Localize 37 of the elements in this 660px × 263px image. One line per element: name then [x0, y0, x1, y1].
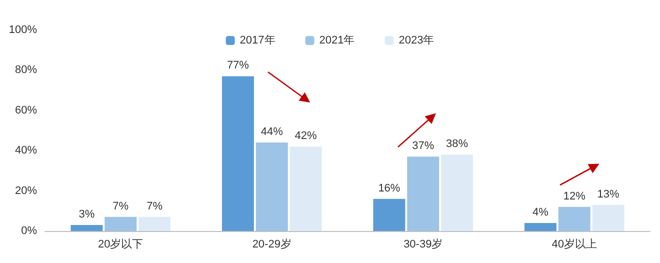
- y-tick-label: 80%: [14, 64, 38, 76]
- x-tick-label: 20-29岁: [252, 238, 292, 250]
- bar: [441, 154, 474, 231]
- y-tick-label: 40%: [14, 144, 38, 157]
- bar: [70, 224, 103, 231]
- y-tick-label: 0%: [21, 225, 38, 237]
- bar: [524, 222, 556, 231]
- bar: [407, 156, 440, 231]
- x-tick-label: 40岁以上: [552, 238, 597, 250]
- data-label: 77%: [226, 60, 250, 72]
- bar: [373, 198, 406, 231]
- x-tick-label: 20岁以下: [98, 238, 144, 250]
- bar: [558, 206, 590, 231]
- data-label: 13%: [597, 188, 620, 200]
- bar: [104, 216, 137, 231]
- data-label: 42%: [294, 130, 318, 142]
- legend-label: 2017年: [240, 34, 276, 46]
- y-tick-label: 20%: [14, 184, 38, 197]
- data-label: 38%: [446, 138, 468, 150]
- data-label: 12%: [563, 190, 586, 202]
- y-tick-label: 100%: [8, 24, 38, 36]
- y-tick-label: 60%: [14, 104, 38, 116]
- data-label: 7%: [112, 200, 129, 212]
- data-label: 3%: [78, 208, 95, 220]
- legend-label: 2023年: [398, 34, 434, 46]
- bar: [290, 146, 322, 231]
- bar: [592, 204, 624, 231]
- data-label: 16%: [378, 182, 400, 194]
- data-label: 44%: [260, 126, 284, 138]
- data-label: 37%: [412, 140, 434, 152]
- bar: [138, 216, 171, 231]
- bar: [256, 142, 288, 231]
- bar: [222, 76, 254, 231]
- x-tick-label: 30-39岁: [404, 238, 443, 250]
- legend-label: 2021年: [319, 34, 355, 46]
- data-label: 4%: [532, 206, 549, 218]
- data-label: 7%: [146, 200, 163, 212]
